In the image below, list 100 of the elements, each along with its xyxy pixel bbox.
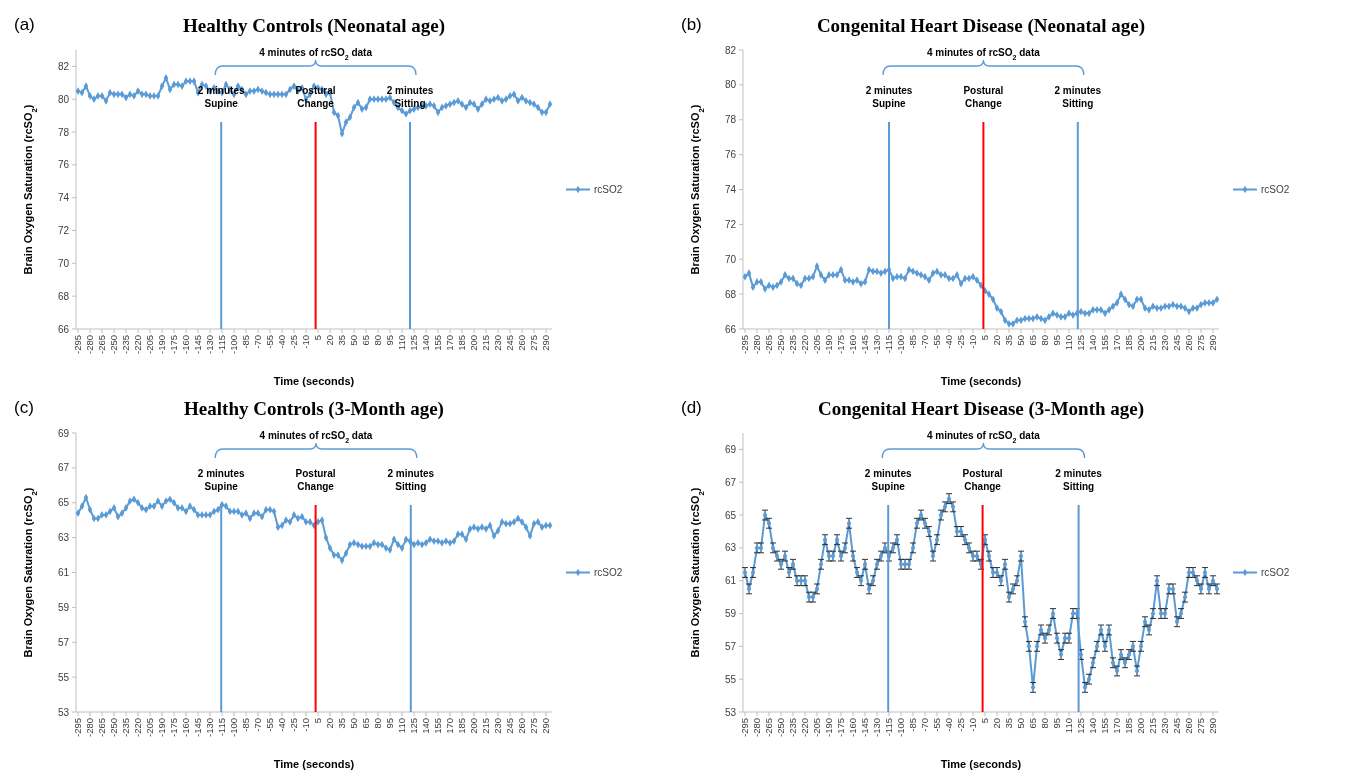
x-tick-label: 200 [1135,718,1147,734]
x-tick-label: 245 [1171,335,1183,351]
x-tick-label: -70 [919,718,931,732]
x-tick-label: -70 [252,335,264,349]
x-tick-label: -25 [955,335,967,349]
x-tick-label: 95 [384,335,396,346]
y-tick-label: 82 [57,60,70,72]
legend-label: rcSO2 [594,184,623,195]
x-tick-label: 170 [1111,718,1123,734]
x-tick-label: 275 [1195,718,1207,734]
x-tick-label: -220 [799,335,811,355]
x-tick-label: 5 [312,335,324,341]
x-tick-label: -175 [835,335,847,355]
x-tick-label: -190 [823,335,835,355]
y-tick-label: 53 [724,706,737,718]
x-tick-label: 80 [1039,335,1051,346]
x-tick-label: 275 [1195,335,1207,351]
chart-title: Healthy Controls (Neonatal age) [183,15,445,37]
x-tick-label: -10 [967,335,979,349]
x-tick-label: -100 [895,335,907,355]
x-tick-label: 215 [1147,335,1159,351]
x-tick-label: -145 [192,718,204,738]
x-tick-label: 95 [384,718,396,729]
x-tick-label: 125 [1075,335,1087,351]
y-tick-label: 61 [724,575,737,587]
x-tick-label: -250 [108,718,120,738]
x-tick-label: -115 [216,718,228,737]
x-tick-label: 80 [372,718,384,729]
x-tick-label: 125 [408,718,420,734]
x-tick-label: 200 [468,335,480,351]
ref-line-label: 2 minutes Sitting [1054,85,1102,109]
x-tick-label: 110 [1063,718,1075,734]
y-tick-label: 68 [57,290,70,302]
x-tick-label: 140 [420,335,432,351]
x-tick-label: 35 [1003,335,1015,346]
text: (c) [14,398,34,417]
y-tick-label: 72 [724,218,737,230]
x-tick-label: 155 [432,335,444,351]
x-tick-label: -235 [787,718,799,738]
x-tick-label: -295 [72,335,84,355]
x-tick-label: -265 [96,335,108,355]
y-tick-label: 70 [57,257,70,269]
ref-line-label: 2 minutes Supine [197,468,245,492]
x-tick-label: 5 [312,718,324,724]
x-tick-label: 170 [444,335,456,351]
x-tick-label: -280 [751,335,763,355]
x-tick-label: -265 [96,718,108,738]
x-tick-label: 140 [420,718,432,734]
x-tick-label: 185 [1123,335,1135,351]
ref-line-label: 2 minutes Supine [864,468,912,492]
y-tick-label: 53 [57,706,70,718]
x-tick-label: -205 [144,335,156,355]
x-tick-label: 155 [1099,718,1111,734]
y-tick-label: 76 [57,159,70,171]
x-tick-label: 170 [1111,335,1123,351]
x-tick-label: -250 [775,718,787,738]
x-tick-label: -10 [300,335,312,349]
x-tick-label: -25 [955,718,967,732]
annotation: 4 minutes of rcSO$_{2}$ data [926,47,1041,61]
y-tick-label: 78 [724,114,737,126]
x-tick-label: 95 [1051,335,1063,346]
x-axis-title: Time (seconds) [273,758,355,770]
x-tick-label: 260 [1183,335,1195,351]
x-tick-label: -40 [943,718,955,732]
y-tick-label: 78 [57,126,70,138]
x-tick-label: -220 [132,335,144,355]
y-tick-label: 59 [57,601,70,613]
y-tick-label: 67 [57,462,70,474]
x-tick-label: 140 [1087,718,1099,734]
x-tick-label: -10 [300,718,312,732]
y-tick-label: 82 [724,44,737,56]
x-tick-label: 95 [1051,718,1063,729]
x-tick-label: 155 [1099,335,1111,351]
x-tick-label: -295 [72,718,84,738]
y-tick-label: 57 [724,640,737,652]
x-tick-label: -280 [84,718,96,738]
y-tick-label: 59 [724,608,737,620]
chart-title: Congenital Heart Disease (3-Month age) [817,398,1145,420]
x-tick-label: 140 [1087,335,1099,351]
x-tick-label: 5 [979,335,991,341]
x-tick-label: -85 [240,335,252,349]
ref-line-label: Postural Change [962,468,1003,492]
x-tick-label: -220 [799,718,811,738]
x-tick-label: -85 [907,335,919,349]
x-tick-label: 290 [1207,335,1219,351]
y-tick-label: 74 [724,184,737,195]
x-tick-label: -10 [967,718,979,732]
x-tick-label: -265 [763,718,775,738]
x-axis-title: Time (seconds) [940,758,1022,770]
x-tick-label: 215 [480,718,492,734]
y-tick-label: 67 [724,476,737,488]
x-tick-label: 230 [492,718,504,734]
x-tick-label: 245 [1171,718,1183,734]
x-tick-label: 185 [456,335,468,351]
x-tick-label: -115 [883,335,895,354]
x-tick-label: -100 [895,718,907,738]
y-tick-label: 55 [57,671,70,683]
ref-line-label: 2 minutes Sitting [386,85,434,109]
x-axis-title: Time (seconds) [940,375,1022,387]
x-tick-label: -160 [847,718,859,738]
